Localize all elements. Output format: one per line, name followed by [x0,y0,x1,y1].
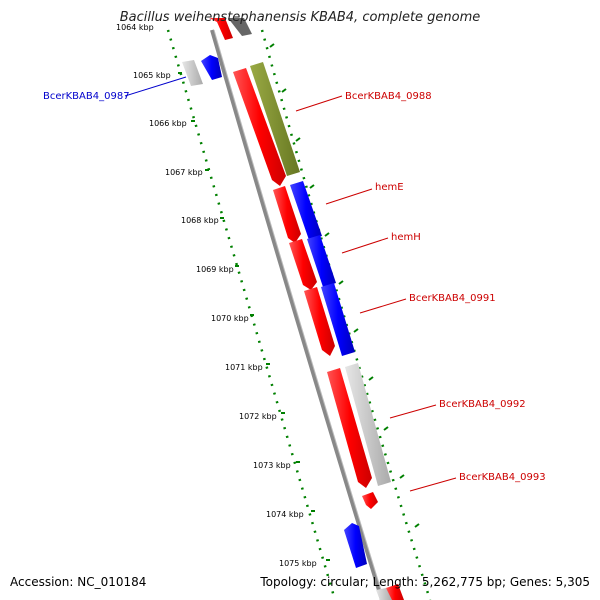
gene-arrow-reverse[interactable] [344,523,367,568]
tick-label: 1073 kbp [253,461,291,470]
label-connector [389,404,437,419]
outer-major-ticks [269,43,420,528]
tick-label: 1069 kbp [196,265,234,274]
gene-arrow-reverse[interactable] [321,283,355,356]
gene-label-bcerkbab4-0991[interactable]: BcerKBAB4_0991 [409,293,496,304]
inner-major-ticks [178,72,330,561]
label-connector [325,188,373,205]
gene-arrow-reverse[interactable] [201,55,222,80]
label-connector [409,477,457,492]
genome-backbone-highlight [213,29,385,600]
gene-arrow-pseudo[interactable] [182,60,203,86]
tick-label: 1067 kbp [165,168,203,177]
label-connector [341,237,389,254]
genome-backbone [210,29,384,600]
tick-label: 1065 kbp [133,71,171,80]
gene-arrow-pseudo[interactable] [345,363,391,486]
map-title: Bacillus weihenstephanensis KBAB4, compl… [119,10,481,25]
tick-label: 1075 kbp [279,559,317,568]
tick-label: 1070 kbp [211,314,249,323]
label-connector [359,298,407,314]
gene-arrow-forward[interactable] [233,68,286,186]
gene-arrow-pseudo[interactable] [376,588,392,600]
accession-text: Accession: NC_010184 [10,575,147,589]
gene-label-bcerkbab4-0993[interactable]: BcerKBAB4_0993 [459,472,546,483]
gene-label-hemh[interactable]: hemH [391,232,421,243]
gene-label-bcerkbab4-0988[interactable]: BcerKBAB4_0988 [345,91,432,102]
gene-arrow-forward[interactable] [209,18,233,40]
tick-label: 1072 kbp [239,412,277,421]
tick-label: 1064 kbp [116,23,154,32]
tick-label: 1074 kbp [266,510,304,519]
gene-arrow-forward[interactable] [362,492,378,509]
gene-label-heme[interactable]: hemE [375,182,404,193]
gene-arrow-rna[interactable] [250,62,300,176]
gene-arrow-reverse[interactable] [290,181,322,240]
topology-text: Topology: circular; Length: 5,262,775 bp… [260,575,590,589]
gene-arrow-forward[interactable] [304,287,335,356]
gene-label-bcerkbab4-0992[interactable]: BcerKBAB4_0992 [439,399,526,410]
label-connector [124,76,187,97]
inner-tick-track [166,29,337,600]
gene-label-bcerkbab4-0987[interactable]: BcerKBAB4_0987 [43,91,130,102]
label-connector [295,95,343,112]
tick-label: 1071 kbp [225,363,263,372]
tick-label: 1068 kbp [181,216,219,225]
gene-arrow-forward[interactable] [273,186,301,243]
gene-arrow-reverse[interactable] [307,235,336,287]
gene-arrow-forward[interactable] [327,368,372,488]
gene-arrow-forward[interactable] [289,239,317,290]
tick-label: 1066 kbp [149,119,187,128]
gene-arrow-pseudo[interactable] [228,18,252,36]
gene-arrow-forward[interactable] [386,584,404,600]
outer-tick-track [260,29,432,600]
